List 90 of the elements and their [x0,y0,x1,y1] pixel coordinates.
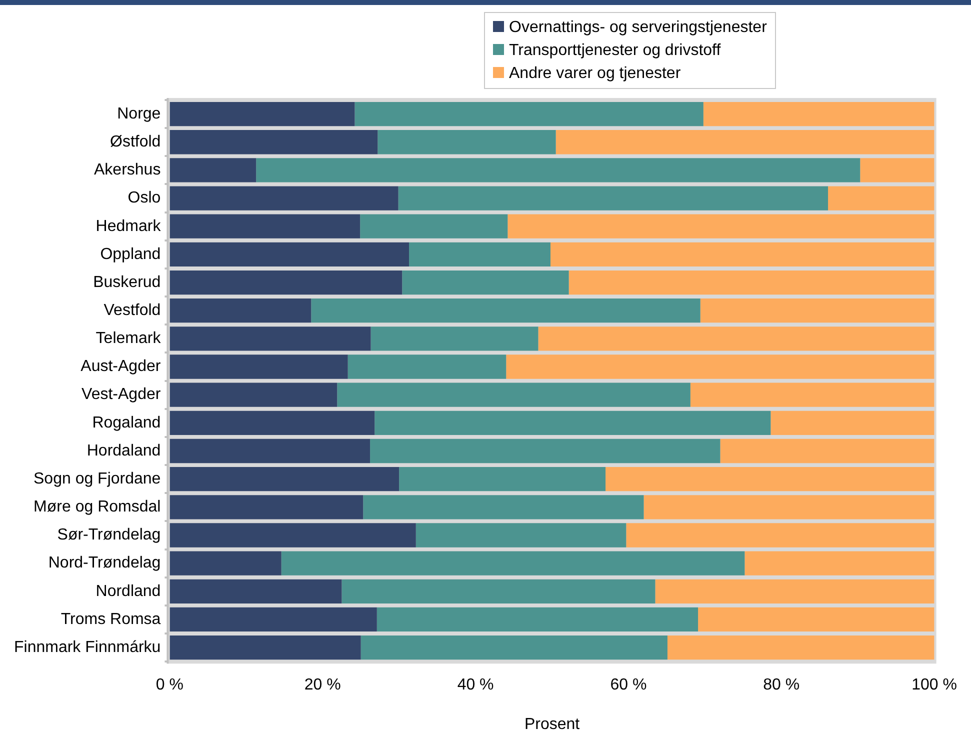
bar [606,467,934,492]
bar [281,551,745,576]
x-tick-label: 0 % [156,676,184,694]
y-tick-label: Hordaland [86,442,161,460]
bar [170,326,371,351]
y-tick-label: Nordland [96,582,161,600]
bar [354,102,704,126]
y-tick-label: Sør-Trøndelag [57,526,161,544]
y-tick-label: Troms Romsa [60,610,161,628]
bar [374,410,771,435]
x-axis-title: Prosent [524,716,580,733]
y-tick-label: Østfold [110,134,161,151]
bar [311,298,700,323]
bar [700,298,934,323]
bar [170,579,342,604]
y-tick-label: Nord-Trøndelag [48,554,161,572]
bar [744,551,934,576]
x-tick-label: 20 % [304,676,341,694]
bar [416,523,626,548]
bar [337,382,690,407]
bar [568,270,934,295]
bar [378,130,556,154]
bar [170,438,370,464]
bar [506,354,934,379]
bar [256,158,860,182]
bar [556,130,934,154]
y-tick-label: Sogn og Fjordane [34,470,161,488]
x-tick-label: 60 % [610,676,647,694]
bar [170,551,282,576]
y-tick-label: Møre og Romsdal [34,498,161,516]
bar [170,242,410,267]
legend-label: Andre varer og tjenester [508,64,682,84]
y-tick-label: Telemark [96,330,162,348]
bar [828,186,934,210]
bar [170,382,338,407]
bar [360,214,508,238]
bar [667,635,934,660]
bar [170,186,398,210]
bar [170,130,378,154]
bar [690,382,934,407]
bar [170,635,361,660]
bar [170,607,377,632]
y-tick-label: Aust-Agder [80,358,162,376]
bar [170,270,402,295]
bar [170,410,375,435]
bar [860,158,934,182]
y-tick-label: Vest-Agder [82,386,162,404]
bar [399,467,606,492]
legend-label: Overnattings- og serveringstjenester [508,18,767,38]
bar [644,495,934,520]
x-tick-label: 40 % [457,676,494,694]
bar [409,242,550,267]
x-tick-label: 100 % [912,676,958,694]
x-tick-label: 80 % [763,676,800,694]
bar [363,495,644,520]
y-tick-label: Hedmark [96,218,162,235]
y-tick-label: Oslo [128,190,161,207]
bar [626,523,934,548]
y-tick-label: Oppland [100,246,161,263]
y-tick-label: Buskerud [93,274,161,291]
bar [398,186,828,210]
bar [655,579,934,604]
bar [170,354,348,379]
bar [170,523,416,548]
bar [370,326,538,351]
bar [550,242,934,267]
bar [770,410,934,435]
bar [508,214,934,238]
bar [376,607,698,632]
bar [342,579,656,604]
bar [703,102,934,126]
bar [720,438,934,464]
bar [360,635,668,660]
y-tick-label: Norge [117,105,161,122]
bar [698,607,934,632]
bar [370,438,720,464]
bar [170,102,355,126]
bar [170,158,256,182]
bar [348,354,506,379]
y-tick-label: Vestfold [104,302,161,320]
legend-label: Transporttjenester og drivstoff [508,41,722,61]
y-tick-label: Finnmark Finnmárku [14,638,161,656]
bar [170,298,312,323]
bar [538,326,934,351]
bar [402,270,569,295]
bar [170,495,364,520]
bar [170,214,360,238]
y-tick-label: Rogaland [92,414,161,432]
bar [170,467,400,492]
y-tick-label: Akershus [94,162,161,179]
